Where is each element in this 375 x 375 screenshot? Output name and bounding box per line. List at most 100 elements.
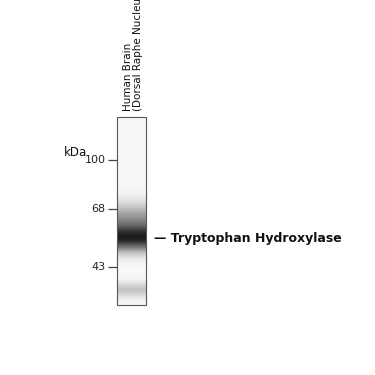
Bar [117, 302, 146, 303]
Bar [117, 205, 146, 206]
Bar [117, 120, 146, 121]
Bar [117, 174, 146, 175]
Bar [117, 222, 146, 223]
Text: — Tryptophan Hydroxylase: — Tryptophan Hydroxylase [154, 232, 342, 245]
Bar [117, 179, 146, 180]
Bar [117, 293, 146, 294]
Bar [117, 236, 146, 237]
Bar [117, 300, 146, 301]
Bar [117, 141, 146, 142]
Bar [117, 156, 146, 157]
Bar [117, 235, 146, 236]
Bar [117, 285, 146, 286]
Bar [117, 272, 146, 273]
Bar [117, 144, 146, 145]
Bar [117, 191, 146, 192]
Bar [117, 263, 146, 264]
Bar [117, 206, 146, 207]
Bar [117, 160, 146, 161]
Bar [117, 211, 146, 212]
Bar [117, 270, 146, 271]
Bar [117, 213, 146, 214]
Bar [117, 261, 146, 262]
Bar [117, 297, 146, 298]
Bar [117, 183, 146, 184]
Bar [117, 177, 146, 178]
Bar [117, 122, 146, 123]
Bar [117, 238, 146, 239]
Bar [117, 201, 146, 202]
Bar [117, 208, 146, 209]
Bar [117, 125, 146, 126]
Bar [117, 154, 146, 155]
Bar [117, 166, 146, 167]
Bar [117, 119, 146, 120]
Bar [117, 295, 146, 296]
Bar [117, 192, 146, 193]
Bar [117, 279, 146, 280]
Bar [117, 186, 146, 187]
Bar [117, 289, 146, 290]
Bar [117, 288, 146, 289]
Bar [117, 274, 146, 275]
Bar [117, 256, 146, 257]
Bar [117, 284, 146, 285]
Bar [117, 215, 146, 216]
Bar [117, 159, 146, 160]
Bar [117, 207, 146, 208]
Bar [117, 220, 146, 221]
Bar [117, 241, 146, 242]
Bar [117, 251, 146, 252]
Bar [117, 171, 146, 172]
Bar [117, 301, 146, 302]
Bar [117, 255, 146, 256]
Bar [117, 257, 146, 258]
Bar [117, 167, 146, 168]
Bar [117, 190, 146, 191]
Bar [117, 259, 146, 260]
Bar [117, 146, 146, 147]
Bar [117, 200, 146, 201]
Bar [117, 184, 146, 185]
Bar [117, 176, 146, 177]
Bar [117, 304, 146, 305]
Bar [117, 134, 146, 135]
Bar [117, 271, 146, 272]
Bar [117, 150, 146, 151]
Bar [117, 244, 146, 245]
Bar [117, 160, 146, 161]
Bar [117, 285, 146, 286]
Text: 43: 43 [92, 262, 106, 272]
Bar [117, 126, 146, 127]
Bar [117, 218, 146, 219]
Bar [117, 267, 146, 268]
Bar [117, 187, 146, 188]
Bar [117, 179, 146, 180]
Bar [117, 117, 146, 118]
Text: 100: 100 [85, 155, 106, 165]
Bar [117, 280, 146, 281]
Bar [117, 207, 146, 208]
Bar [117, 216, 146, 217]
Bar [117, 268, 146, 269]
Bar [117, 147, 146, 148]
Bar [117, 211, 146, 212]
Bar [117, 225, 146, 226]
Bar [117, 172, 146, 173]
Bar [117, 170, 146, 171]
Bar [117, 165, 146, 166]
Bar [117, 204, 146, 205]
Bar [117, 249, 146, 250]
Bar [117, 202, 146, 203]
Bar [117, 125, 146, 126]
Bar [117, 230, 146, 231]
Bar [117, 232, 146, 233]
Bar [117, 121, 146, 122]
Bar [117, 132, 146, 133]
Bar [117, 269, 146, 270]
Bar [117, 183, 146, 184]
Bar [117, 123, 146, 124]
Bar [117, 117, 146, 305]
Bar [117, 155, 146, 156]
Bar [117, 141, 146, 142]
